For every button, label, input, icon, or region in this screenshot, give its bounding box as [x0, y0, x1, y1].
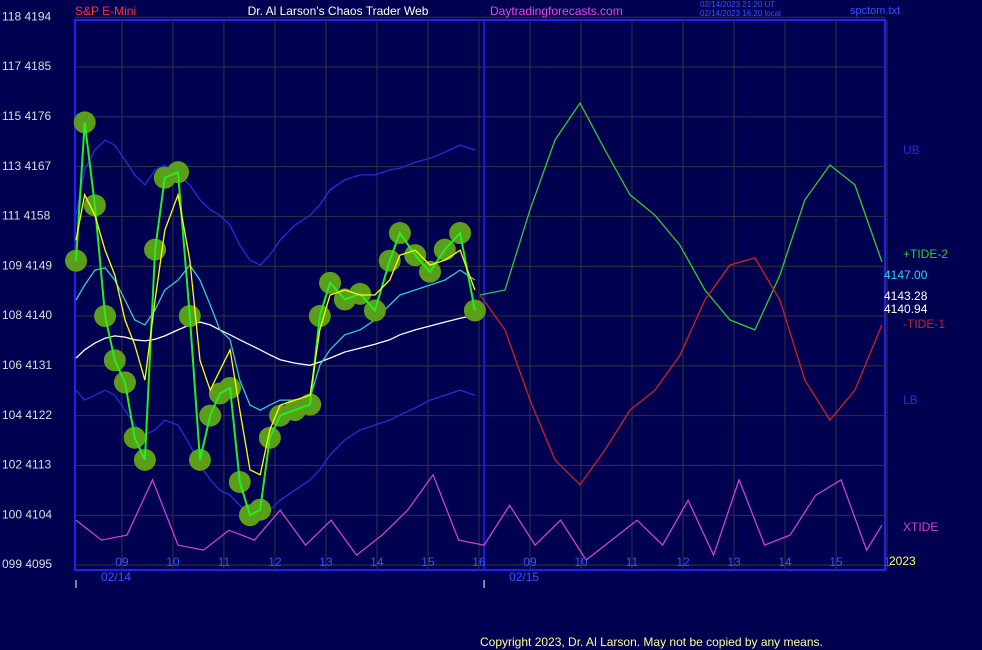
x-tick-label: 12: [676, 555, 690, 569]
x-tick-label: 10: [166, 555, 180, 569]
series-line: [479, 257, 883, 486]
y-tick-label: 108 4140: [2, 308, 52, 322]
series-label: LB: [903, 393, 918, 407]
y-tick-label: 115 4176: [2, 109, 51, 123]
x-tick-label: 09: [115, 555, 129, 569]
date-label: 02/15: [509, 570, 539, 584]
x-tick-label: 14: [370, 555, 384, 569]
y-tick-label: 109 4149: [2, 258, 52, 272]
chart-title: Dr. Al Larson's Chaos Trader Web: [248, 4, 429, 18]
y-tick-label: 113 4167: [2, 159, 51, 173]
x-tick-label: 09: [523, 555, 537, 569]
value-annotation: 4147.00: [884, 268, 928, 282]
x-tick-label: 12: [268, 555, 282, 569]
series-line: [75, 264, 476, 411]
x-tick-label: 15: [829, 555, 843, 569]
file-name: spctom.txt: [850, 5, 900, 17]
x-tick-label: 11: [626, 555, 639, 569]
series-label: XTIDE: [903, 520, 938, 534]
y-tick-label: 117 4185: [2, 59, 51, 73]
series-line: [479, 101, 883, 331]
series-line: [75, 314, 476, 366]
series-label: UB: [903, 143, 920, 157]
y-tick-label: 118 4194: [2, 9, 51, 23]
y-tick-label: 106 4131: [2, 358, 52, 372]
series-line: [75, 473, 883, 561]
series-line: [75, 192, 476, 476]
value-annotation: 4143.28: [884, 289, 928, 303]
instrument: S&P E-Mini: [75, 4, 136, 18]
series-line: [75, 122, 476, 517]
y-tick-label: 102 4113: [2, 458, 51, 472]
y-tick-label: 100 4104: [2, 507, 52, 521]
year-label: 2023: [889, 554, 916, 568]
timestamp: 02/14/2023 21:20 UT: [700, 0, 775, 9]
series-label: +TIDE-2: [903, 247, 948, 261]
series-line: [75, 139, 476, 266]
value-annotation: 4140.94: [884, 302, 928, 316]
series-label: -TIDE-1: [903, 317, 945, 331]
website: Daytradingforecasts.com: [490, 4, 623, 18]
x-tick-label: 11: [218, 555, 231, 569]
copyright: Copyright 2023, Dr. Al Larson. May not b…: [480, 635, 823, 649]
x-tick-label: 14: [778, 555, 792, 569]
x-tick-label: 13: [319, 555, 333, 569]
x-tick-label: 16: [472, 555, 486, 569]
x-tick-label: 1: [884, 555, 891, 569]
timestamp: 02/14/2023 16:20 local: [700, 9, 781, 18]
y-tick-label: 111 4158: [2, 209, 51, 223]
y-tick-label: 104 4122: [2, 408, 52, 422]
date-label: 02/14: [101, 570, 131, 584]
x-tick-label: 15: [421, 555, 435, 569]
y-tick-label: 099 4095: [2, 557, 52, 571]
x-tick-label: 10: [574, 555, 588, 569]
x-tick-label: 13: [727, 555, 741, 569]
